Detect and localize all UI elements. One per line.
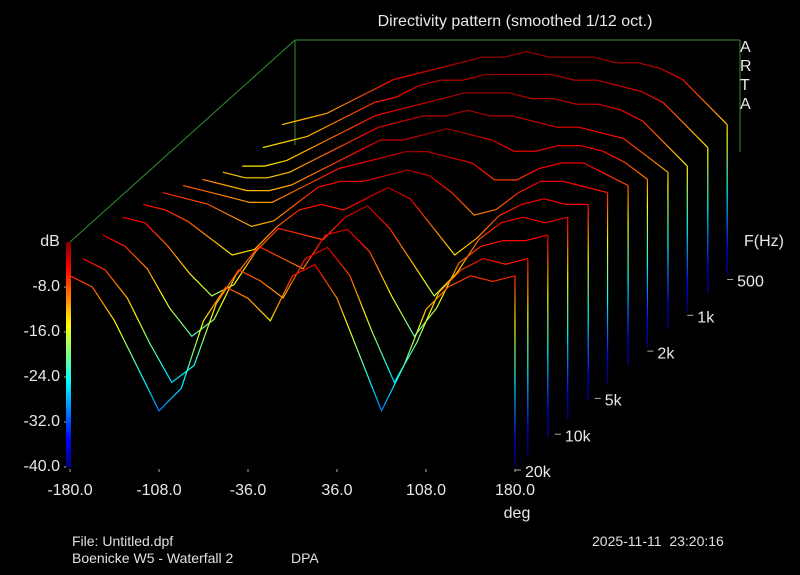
y-tick-label: -8.0 (32, 278, 60, 295)
y-tick-label: -16.0 (24, 323, 61, 340)
y-tick-label: -40.0 (24, 458, 61, 475)
slice-line (222, 109, 669, 179)
x-tick-label: -36.0 (230, 482, 267, 499)
timestamp: 2025-11-11 23:20:16 (592, 533, 724, 549)
y-axis-label: dB (40, 233, 60, 250)
slice-line (182, 151, 629, 203)
z-tick-label: 500 (737, 274, 764, 291)
slice-line (162, 169, 608, 228)
slice-line (202, 128, 648, 192)
file-name: File: Untitled.dpf (72, 533, 174, 549)
x-tick-label: -108.0 (136, 482, 181, 499)
slice-line (69, 263, 516, 413)
z-tick-label: 1k (697, 310, 715, 327)
logo: ARTA (740, 39, 752, 113)
z-tick-label: 20k (525, 464, 552, 481)
y-tick-label: -24.0 (24, 368, 61, 385)
slice-line (122, 205, 568, 297)
description: Boenicke W5 - Waterfall 2 (72, 550, 234, 566)
z-tick-label: 2k (657, 345, 675, 362)
x-tick-label: 180.0 (495, 482, 535, 499)
method: DPA (291, 550, 319, 566)
z-axis-label: F(Hz) (744, 233, 784, 250)
color-bar (66, 242, 71, 467)
z-tick-label: 10k (565, 428, 592, 445)
slice-line (282, 50, 728, 126)
box (69, 39, 741, 243)
y-tick-label: -32.0 (24, 413, 61, 430)
slice-line (102, 228, 548, 338)
slice-line (143, 186, 589, 256)
slice-line (82, 246, 528, 384)
chart-title: Directivity pattern (smoothed 1/12 oct.) (378, 13, 653, 30)
x-tick-label: -180.0 (47, 482, 92, 499)
z-tick-label: 5k (605, 393, 623, 410)
x-tick-label: 108.0 (406, 482, 446, 499)
x-axis-label: deg (504, 505, 531, 522)
slice-line (262, 73, 709, 149)
x-tick-label: 36.0 (321, 482, 352, 499)
slice-line (242, 92, 688, 167)
